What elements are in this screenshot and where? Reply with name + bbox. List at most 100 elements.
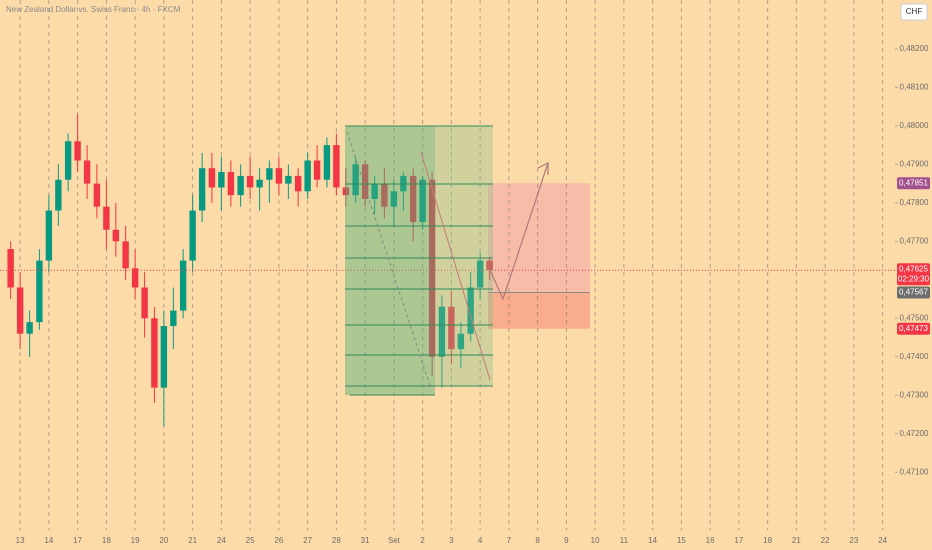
candle-body (45, 210, 53, 261)
candle-body (246, 175, 254, 188)
y-tick-label: 0,47900 (900, 159, 929, 168)
candle-body (189, 210, 196, 261)
stop-zone (488, 292, 590, 329)
candle-body (93, 183, 101, 207)
price-label: 0,47625 (899, 264, 928, 273)
x-tick-label: 14 (44, 536, 53, 545)
price-label: 0,47473 (899, 324, 928, 333)
x-tick-label: 27 (303, 536, 312, 545)
candle-body (313, 160, 321, 180)
trend-dotted (346, 131, 431, 387)
y-tick-label: 0,47500 (900, 313, 929, 322)
x-tick-label: Set (388, 536, 401, 545)
candle-body (256, 179, 263, 188)
arrow-head (537, 162, 549, 175)
candle-body (141, 287, 148, 319)
trend-line (420, 151, 491, 381)
candle-body (83, 160, 91, 184)
candle-body (237, 175, 244, 196)
candle-body (208, 168, 216, 188)
x-tick-label: 3 (449, 536, 454, 545)
y-tick-label: 0,47300 (900, 390, 929, 399)
candle-body (227, 172, 235, 196)
x-tick-label: 18 (102, 536, 111, 545)
x-tick-label: 19 (131, 536, 140, 545)
x-tick-label: 23 (849, 536, 858, 545)
candle-body (7, 249, 14, 288)
countdown: 02:29:30 (898, 274, 930, 283)
y-tick-label: 0,47400 (900, 352, 929, 361)
candle-body (16, 287, 24, 334)
x-tick-label: 18 (763, 536, 772, 545)
candle-body (198, 168, 206, 211)
candle-body (304, 160, 311, 192)
price-label-box (897, 177, 930, 190)
x-tick-label: 17 (73, 536, 82, 545)
candle-body (179, 260, 187, 311)
grid (19, 0, 884, 530)
price-label-box (897, 286, 930, 299)
x-tick-label: 22 (821, 536, 830, 545)
candle-body (285, 175, 292, 184)
x-tick-label: 10 (591, 536, 600, 545)
candle-body (131, 268, 139, 288)
candle-body (74, 141, 81, 161)
candle-body (486, 260, 493, 271)
x-tick-label: 21 (792, 536, 801, 545)
price-label: 0,47567 (899, 288, 928, 297)
price-label: 0,47851 (899, 178, 928, 187)
y-tick-label: 0,48000 (900, 121, 929, 130)
candle-body (476, 260, 484, 288)
x-tick-label: 2 (420, 536, 425, 545)
x-tick-label: 15 (677, 536, 686, 545)
range-levels (345, 125, 493, 396)
candle-body (151, 318, 158, 388)
candle-body (55, 179, 62, 211)
candle-body (409, 175, 417, 223)
candle-body (160, 326, 168, 388)
price-label-box (897, 263, 930, 286)
candle-body (26, 322, 33, 334)
candle-body (371, 183, 378, 199)
candle-body (361, 164, 369, 199)
x-tick-label: 21 (188, 536, 197, 545)
candle-body (122, 241, 129, 269)
candle-body (112, 229, 120, 242)
x-tick-label: 13 (16, 536, 25, 545)
candle-body (457, 333, 465, 350)
x-tick-label: 20 (159, 536, 168, 545)
drawings (345, 125, 549, 396)
candle-body (103, 206, 110, 230)
candle-body (381, 183, 388, 207)
candle-body (467, 287, 474, 334)
currency: CHF (906, 7, 923, 16)
candle-body (342, 187, 350, 196)
candles (7, 114, 493, 427)
candle-body (294, 175, 302, 192)
currency-box[interactable] (900, 3, 928, 21)
x-tick-label: 9 (564, 536, 569, 545)
candle-body (428, 179, 436, 357)
candle-body (448, 306, 455, 350)
chart-title: New Zealand Dollar vs. Swiss Franc · 4h … (6, 5, 181, 14)
candle-body (275, 168, 283, 184)
x-tick-label: 7 (507, 536, 512, 545)
candle-body (419, 179, 426, 223)
y-tick-label: 0,48100 (900, 82, 929, 91)
x-tick-label: 24 (217, 536, 226, 545)
candle-body (390, 191, 398, 207)
x-tick-label: 4 (478, 536, 483, 545)
projection-arrow (489, 162, 549, 301)
target-zone (488, 183, 590, 293)
y-tick-label: 0,47100 (900, 467, 929, 476)
x-tick-label: 31 (361, 536, 370, 545)
range-box (345, 126, 435, 395)
y-tick-label: 0,47200 (900, 429, 929, 438)
x-tick-label: 11 (620, 536, 629, 545)
x-tick-label: 25 (246, 536, 255, 545)
x-tick-label: 16 (706, 536, 715, 545)
candle-body (323, 145, 331, 180)
